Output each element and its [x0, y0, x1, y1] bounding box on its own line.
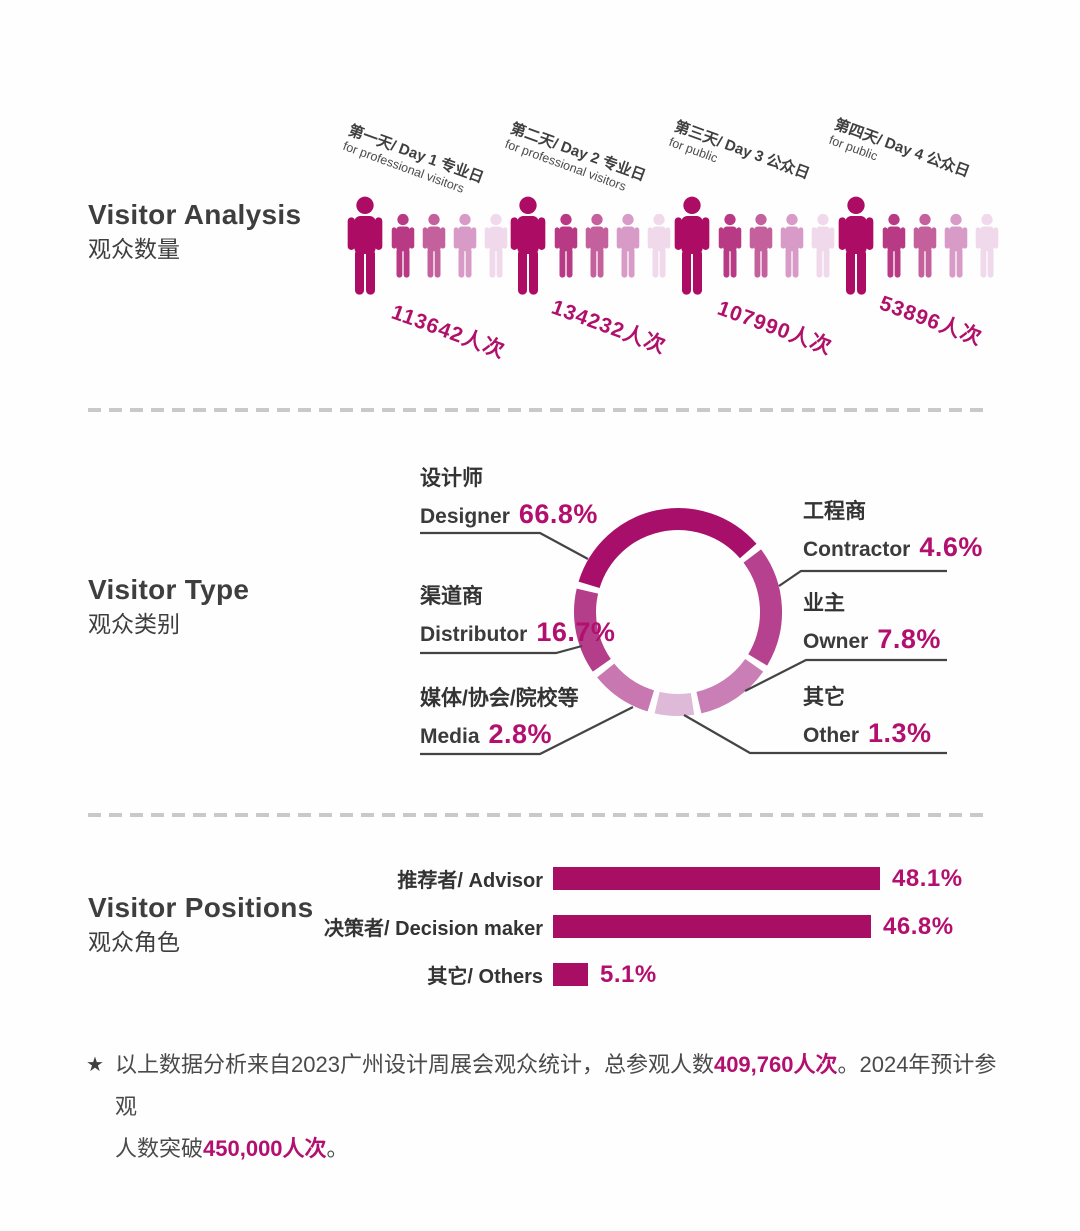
visitor-positions-title-en: Visitor Positions — [88, 892, 314, 923]
person-icon — [836, 196, 876, 296]
visitor-positions-title-zh: 观众角色 — [88, 929, 180, 955]
type-label-owner-pct: 7.8% — [877, 624, 941, 654]
type-label-distributor-pct: 16.7% — [536, 617, 616, 647]
day3-person-icons — [672, 196, 836, 296]
type-label-contractor-en: Contractor — [803, 538, 911, 561]
day2-person-icons — [508, 196, 672, 296]
type-label-owner: 业主 Owner 7.8% — [803, 592, 941, 655]
donut-segment-owner — [696, 658, 764, 714]
donut-segment-media — [597, 663, 655, 712]
person-icon — [483, 213, 509, 279]
bar-value-decision-maker: 46.8% — [883, 912, 954, 940]
donut-segment-contractor — [743, 549, 782, 666]
day3-visitor-count: 107990人次 — [714, 296, 836, 360]
person-icon — [779, 213, 805, 279]
section-visitor-positions-title: Visitor Positions 观众角色 — [88, 892, 314, 956]
type-label-distributor: 渠道商 Distributor 16.7% — [420, 585, 615, 648]
dashed-divider-2 — [88, 813, 990, 817]
person-icon — [748, 213, 774, 279]
visitor-analysis-title-en: Visitor Analysis — [88, 199, 302, 230]
type-label-designer: 设计师 Designer 66.8% — [420, 467, 598, 530]
person-icon — [508, 196, 548, 296]
type-label-media-zh: 媒体/协会/院校等 — [420, 687, 579, 710]
star-icon: ★ — [86, 1054, 104, 1076]
type-label-contractor: 工程商 Contractor 4.6% — [803, 500, 983, 563]
person-icon — [717, 213, 743, 279]
dashed-divider-1 — [88, 408, 990, 412]
bar-row-advisor: 推荐者/ Advisor 48.1% — [250, 864, 963, 893]
type-label-owner-en: Owner — [803, 630, 869, 653]
bar-others — [553, 963, 588, 986]
type-label-designer-pct: 66.8% — [518, 499, 598, 529]
bar-row-decision-maker: 决策者/ Decision maker 46.8% — [250, 912, 954, 941]
person-icon — [553, 213, 579, 279]
visitor-analysis-title-zh: 观众数量 — [88, 236, 180, 262]
visitor-type-title-zh: 观众类别 — [88, 611, 180, 637]
day1-person-icons — [345, 196, 509, 296]
person-icon — [646, 213, 672, 279]
section-visitor-analysis-title: Visitor Analysis 观众数量 — [88, 199, 302, 263]
day4-visitor-count: 53896人次 — [876, 291, 986, 351]
type-label-other: 其它 Other 1.3% — [803, 686, 932, 749]
bar-row-others: 其它/ Others 5.1% — [250, 960, 657, 989]
bar-decision-maker — [553, 915, 871, 938]
bar-advisor — [553, 867, 880, 890]
person-icon — [672, 196, 712, 296]
person-icon — [881, 213, 907, 279]
person-icon — [452, 213, 478, 279]
day2-visitor-count: 134232人次 — [548, 295, 670, 359]
bar-label-decision-maker: 决策者/ Decision maker — [324, 918, 543, 940]
visitor-type-title-en: Visitor Type — [88, 574, 250, 605]
person-icon — [810, 213, 836, 279]
type-label-owner-zh: 业主 — [803, 592, 845, 615]
footnote-text: 以上数据分析来自2023广州设计周展会观众统计，总参观人数409,760人次。2… — [115, 1044, 1005, 1170]
type-label-media-pct: 2.8% — [488, 719, 553, 749]
footnote-total-count: 409,760人次 — [713, 1052, 838, 1077]
type-label-distributor-zh: 渠道商 — [420, 585, 483, 608]
day2-label: 第二天/ Day 2 专业日 for professional visitors — [503, 120, 648, 200]
section-visitor-type-title: Visitor Type 观众类别 — [88, 574, 250, 638]
type-label-media-en: Media — [420, 725, 480, 748]
type-label-designer-zh: 设计师 — [420, 467, 483, 490]
day3-label: 第三天/ Day 3 公众日 for public — [667, 118, 812, 198]
type-label-contractor-zh: 工程商 — [803, 500, 866, 523]
footnote-line2-post: 。 — [326, 1136, 349, 1161]
footnote-forecast-count: 450,000人次 — [203, 1136, 327, 1161]
footnote-line2-pre: 人数突破 — [115, 1136, 204, 1161]
bar-value-advisor: 48.1% — [892, 864, 963, 892]
bar-label-advisor: 推荐者/ Advisor — [397, 870, 543, 892]
donut-segment-distributor — [574, 588, 612, 672]
footnote-line1-post: 。2024年预计参观 — [115, 1052, 997, 1119]
footnote-line1-pre: 以上数据分析来自2023广州设计周展会观众统计，总参观人数 — [115, 1052, 714, 1077]
type-label-designer-en: Designer — [420, 505, 510, 528]
donut-segment-designer — [578, 508, 757, 589]
person-icon — [584, 213, 610, 279]
bar-value-others: 5.1% — [600, 960, 657, 988]
type-label-media: 媒体/协会/院校等 Media 2.8% — [420, 687, 579, 750]
day1-visitor-count: 113642人次 — [388, 300, 509, 363]
type-label-other-en: Other — [803, 724, 860, 747]
type-label-other-zh: 其它 — [803, 686, 845, 709]
day4-label: 第四天/ Day 4 公众日 for public — [827, 116, 972, 196]
day4-person-icons — [836, 196, 1000, 296]
type-label-contractor-pct: 4.6% — [919, 532, 983, 562]
day1-label: 第一天/ Day 1 专业日 for professional visitors — [341, 122, 486, 202]
person-icon — [345, 196, 385, 296]
type-label-other-pct: 1.3% — [868, 718, 932, 748]
donut-segment-other — [654, 691, 695, 717]
person-icon — [390, 213, 416, 279]
type-label-distributor-en: Distributor — [420, 623, 528, 646]
person-icon — [912, 213, 938, 279]
person-icon — [974, 213, 1000, 279]
person-icon — [421, 213, 447, 279]
bar-label-others: 其它/ Others — [427, 966, 543, 988]
person-icon — [615, 213, 641, 279]
person-icon — [943, 213, 969, 279]
